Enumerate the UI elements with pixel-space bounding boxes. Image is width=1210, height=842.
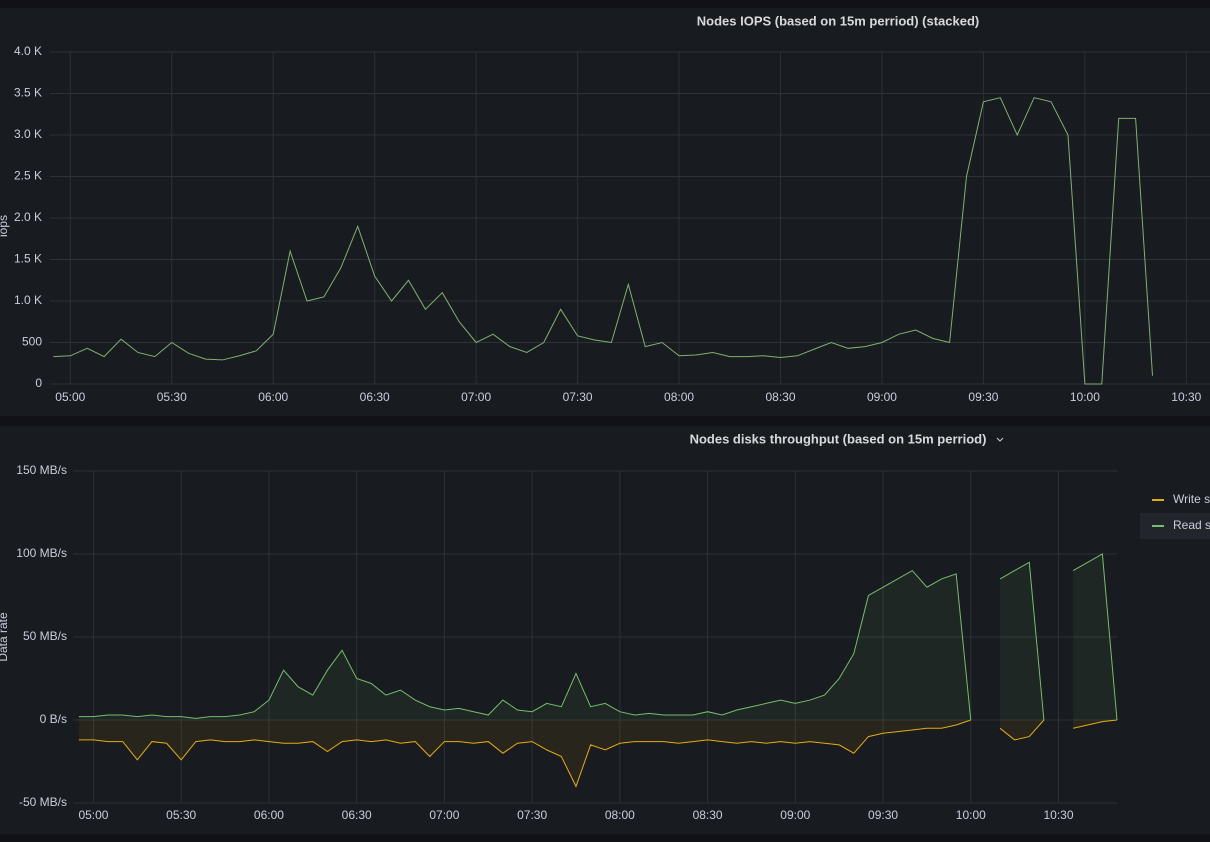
x-tick-label: 09:30 — [868, 808, 898, 822]
y-tick-label: 500 — [22, 335, 42, 349]
y-tick-label: 1.5 K — [14, 252, 42, 266]
x-tick-label: 05:30 — [166, 808, 196, 822]
y-tick-label: 3.0 K — [14, 127, 42, 141]
x-tick-label: 10:30 — [1171, 390, 1201, 404]
legend-label: Read s — [1173, 518, 1210, 532]
y-axis-label: iops — [0, 215, 10, 237]
y-tick-label: 0 B/s — [40, 712, 67, 726]
x-tick-label: 09:00 — [780, 808, 810, 822]
panel — [0, 8, 1210, 416]
x-tick-label: 07:30 — [563, 390, 593, 404]
x-tick-label: 08:00 — [605, 808, 635, 822]
x-tick-label: 10:00 — [1070, 390, 1100, 404]
x-tick-label: 07:30 — [517, 808, 547, 822]
panel — [0, 426, 1210, 834]
x-tick-label: 06:00 — [254, 808, 284, 822]
x-tick-label: 08:00 — [664, 390, 694, 404]
x-tick-label: 07:00 — [461, 390, 491, 404]
dropdown-caret[interactable] — [996, 437, 1004, 442]
panel-title[interactable]: Nodes disks throughput (based on 15m per… — [690, 431, 987, 446]
y-tick-label: 1.0 K — [14, 293, 42, 307]
legend-label: Write s — [1173, 492, 1210, 506]
x-tick-label: 10:00 — [956, 808, 986, 822]
y-tick-label: 100 MB/s — [16, 546, 67, 560]
y-tick-label: 150 MB/s — [16, 463, 67, 477]
x-tick-label: 05:00 — [55, 390, 85, 404]
x-tick-label: 08:30 — [693, 808, 723, 822]
series-line — [78, 553, 1118, 721]
x-tick-label: 06:30 — [360, 390, 390, 404]
x-tick-label: 10:30 — [1043, 808, 1073, 822]
x-tick-label: 05:00 — [78, 808, 108, 822]
legend-highlight — [1140, 513, 1210, 539]
x-tick-label: 06:30 — [342, 808, 372, 822]
y-tick-label: 50 MB/s — [23, 629, 67, 643]
x-tick-label: 07:00 — [429, 808, 459, 822]
area-fill — [78, 720, 1117, 787]
y-axis-label: Data rate — [0, 612, 10, 662]
y-tick-label: -50 MB/s — [19, 795, 67, 809]
series-line — [78, 719, 1118, 788]
panel-title[interactable]: Nodes IOPS (based on 15m perriod) (stack… — [697, 13, 979, 28]
x-tick-label: 09:00 — [867, 390, 897, 404]
y-tick-label: 2.5 K — [14, 169, 42, 183]
x-tick-label: 06:00 — [258, 390, 288, 404]
y-tick-label: 0 — [35, 376, 42, 390]
x-tick-label: 09:30 — [968, 390, 998, 404]
y-tick-label: 3.5 K — [14, 86, 42, 100]
y-tick-label: 4.0 K — [14, 44, 42, 58]
x-tick-label: 08:30 — [765, 390, 795, 404]
area-fill — [78, 554, 1117, 720]
y-tick-label: 2.0 K — [14, 210, 42, 224]
x-tick-label: 05:30 — [157, 390, 187, 404]
